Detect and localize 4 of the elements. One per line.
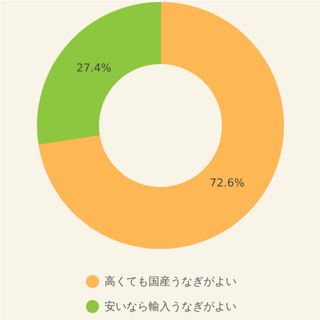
legend-label: 高くても国産うなぎがよい: [104, 275, 236, 288]
data-label: 27.4%: [76, 62, 112, 75]
legend-label: 安いなら輸入うなぎがよい: [104, 300, 236, 313]
data-label: 72.6%: [210, 176, 245, 190]
